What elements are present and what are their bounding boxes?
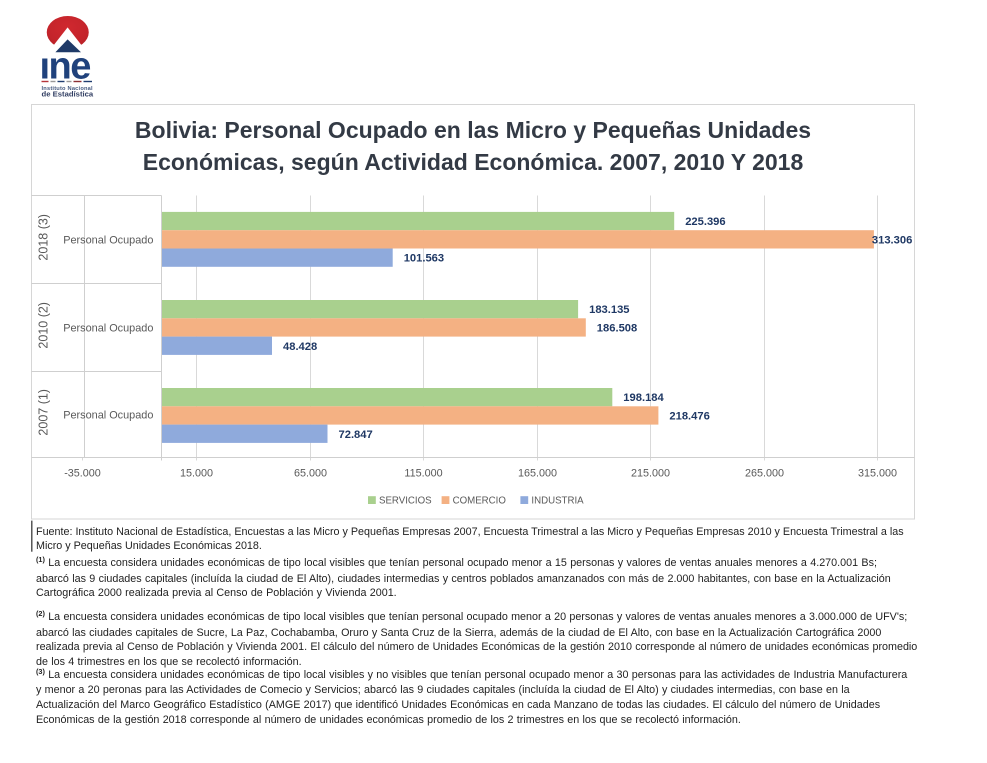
svg-text:315.000: 315.000 bbox=[858, 468, 897, 480]
svg-text:Instituto Nacional: Instituto Nacional bbox=[42, 86, 94, 92]
svg-text:65.000: 65.000 bbox=[294, 468, 327, 480]
svg-text:186.508: 186.508 bbox=[597, 323, 637, 335]
svg-text:101.563: 101.563 bbox=[404, 253, 444, 265]
svg-text:2010 (2): 2010 (2) bbox=[37, 302, 51, 349]
svg-text:165.000: 165.000 bbox=[518, 468, 557, 480]
svg-text:SERVICIOS: SERVICIOS bbox=[379, 496, 432, 507]
svg-text:313.306: 313.306 bbox=[872, 234, 912, 246]
svg-text:48.428: 48.428 bbox=[283, 341, 317, 353]
svg-text:115.000: 115.000 bbox=[404, 468, 442, 480]
svg-text:218.476: 218.476 bbox=[669, 411, 709, 423]
svg-text:198.184: 198.184 bbox=[623, 392, 664, 404]
svg-text:183.135: 183.135 bbox=[589, 304, 629, 316]
svg-text:2018 (3): 2018 (3) bbox=[37, 214, 51, 261]
svg-text:265.000: 265.000 bbox=[745, 468, 784, 480]
svg-text:15.000: 15.000 bbox=[180, 468, 213, 480]
svg-text:72.847: 72.847 bbox=[339, 429, 373, 441]
svg-text:Personal Ocupado: Personal Ocupado bbox=[63, 323, 153, 335]
svg-text:COMERCIO: COMERCIO bbox=[453, 496, 507, 507]
svg-text:-35.000: -35.000 bbox=[64, 468, 101, 480]
svg-text:215.000: 215.000 bbox=[631, 468, 670, 480]
svg-text:2007 (1): 2007 (1) bbox=[37, 389, 51, 436]
svg-text:225.396: 225.396 bbox=[685, 216, 725, 228]
svg-text:ıne: ıne bbox=[40, 46, 91, 88]
svg-text:de Estadística: de Estadística bbox=[42, 89, 94, 98]
svg-text:Personal Ocupado: Personal Ocupado bbox=[63, 410, 153, 422]
svg-text:Personal Ocupado: Personal Ocupado bbox=[63, 235, 153, 247]
svg-text:INDUSTRIA: INDUSTRIA bbox=[531, 496, 584, 507]
